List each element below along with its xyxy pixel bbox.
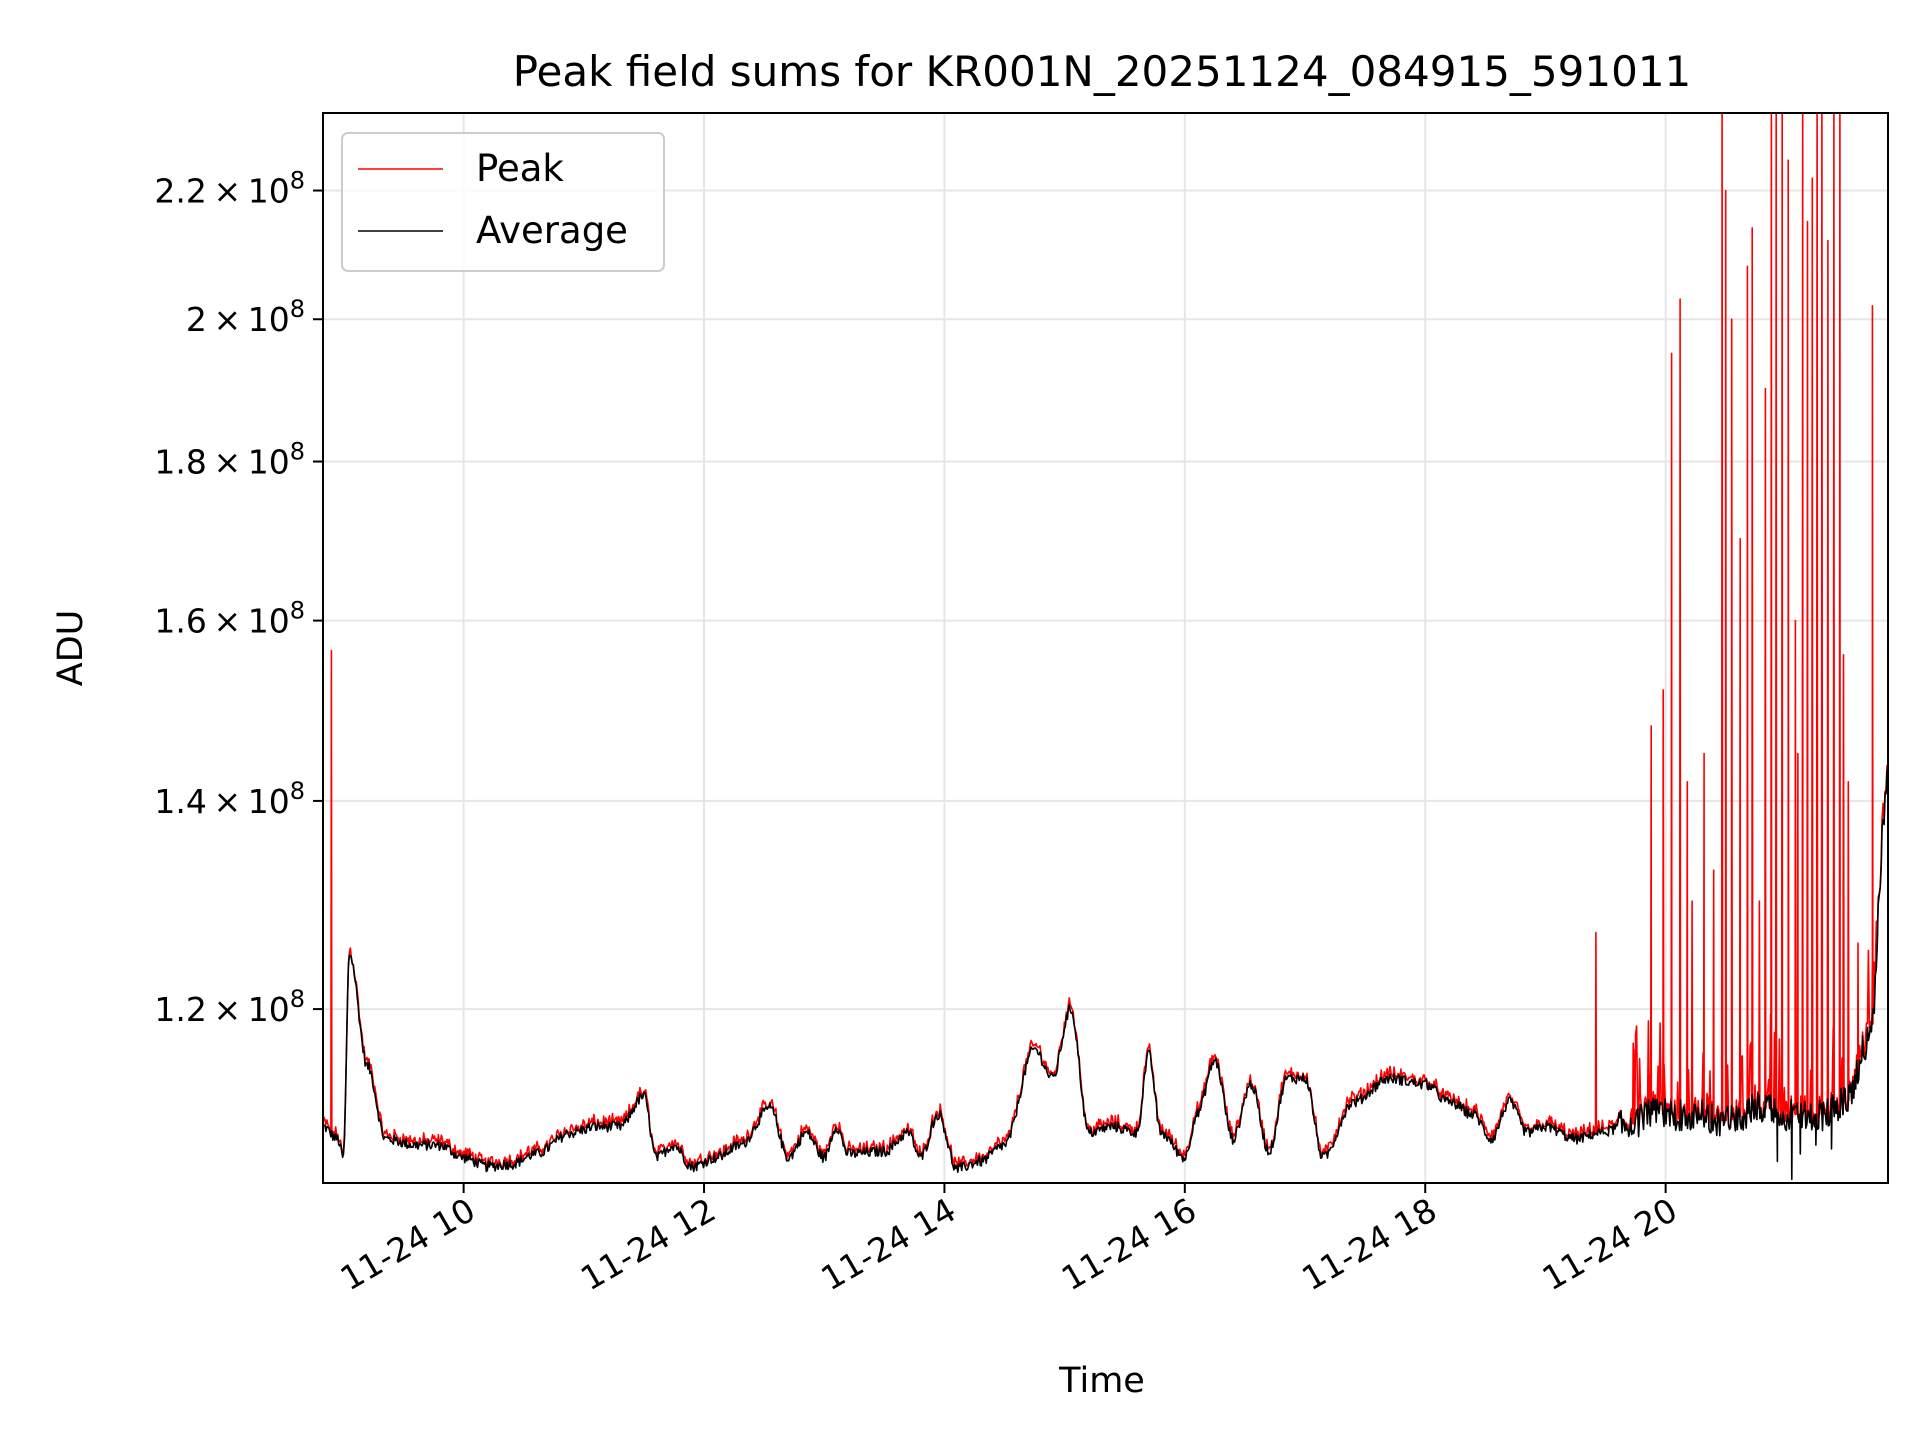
x-axis-title: Time	[1058, 1361, 1145, 1401]
y-tick-label: 2.2 × 108	[154, 167, 305, 211]
y-tick-label: 1.8 × 108	[154, 438, 305, 482]
series-line-average	[323, 769, 1888, 1180]
legend-label-average: Average	[476, 209, 628, 252]
y-tick-label: 1.6 × 108	[154, 597, 305, 641]
plot-frame	[322, 112, 1889, 1184]
grid	[323, 113, 1888, 1183]
y-tick-label: 1.2 × 108	[154, 985, 305, 1029]
chart-title: Peak field sums for KR001N_20251124_0849…	[513, 47, 1692, 96]
legend-label-peak: Peak	[476, 147, 564, 190]
y-axis-title: ADU	[51, 610, 91, 687]
plot-area	[323, 113, 1888, 1180]
legend-box	[341, 132, 665, 272]
y-tick-label: 1.4 × 108	[154, 777, 305, 821]
y-tick-label: 2 × 108	[186, 295, 305, 339]
legend: Peak Average	[341, 132, 665, 272]
